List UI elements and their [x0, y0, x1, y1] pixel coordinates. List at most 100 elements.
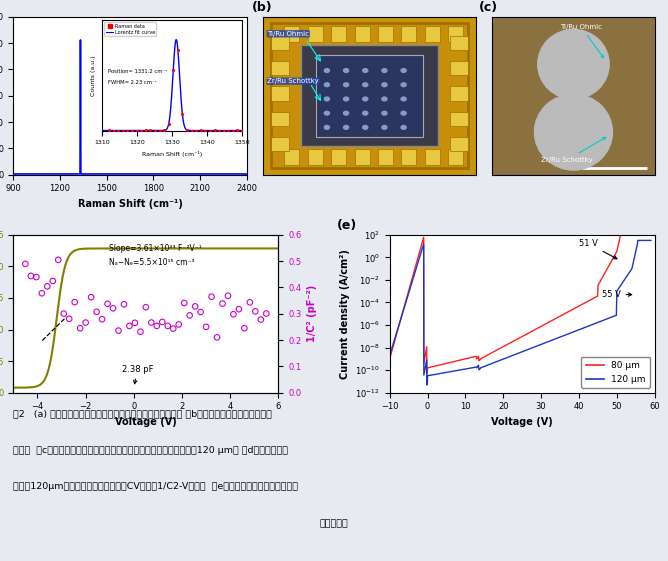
Circle shape: [401, 126, 406, 129]
Bar: [285, 26, 299, 42]
Line: 120 μm: 120 μm: [389, 241, 651, 385]
Bar: [425, 149, 440, 165]
Point: [108, 304, 118, 313]
Point: [184, 311, 195, 320]
Point: [255, 315, 266, 324]
Circle shape: [325, 126, 329, 129]
Point: [47, 277, 58, 286]
Point: [222, 291, 233, 300]
Bar: [331, 26, 346, 42]
Text: 直径为120μm的金刚石肖特基二极管的CV曲线和1/C2-V曲线。  （e）金刚石肖特基二极管的电流: 直径为120μm的金刚石肖特基二极管的CV曲线和1/C2-V曲线。 （e）金刚石…: [13, 482, 299, 491]
X-axis label: Raman Shift (cm⁻¹): Raman Shift (cm⁻¹): [77, 199, 182, 209]
Point: [174, 320, 184, 329]
Circle shape: [382, 68, 387, 72]
Bar: [271, 36, 289, 50]
Point: [86, 293, 96, 302]
Point: [124, 321, 135, 330]
Text: Ti/Ru Ohmic: Ti/Ru Ohmic: [267, 31, 309, 37]
Bar: [450, 137, 468, 151]
120 μm: [647, 237, 655, 244]
Point: [20, 259, 31, 268]
Y-axis label: Current density (A/cm²): Current density (A/cm²): [339, 249, 349, 379]
Point: [157, 318, 168, 327]
Circle shape: [382, 126, 387, 129]
Point: [228, 310, 238, 319]
Bar: [355, 26, 369, 42]
Circle shape: [363, 68, 368, 72]
Circle shape: [325, 97, 329, 101]
Circle shape: [534, 94, 613, 170]
Point: [250, 307, 261, 316]
Circle shape: [343, 126, 349, 129]
Bar: [301, 45, 438, 146]
Text: 2.38 pF: 2.38 pF: [122, 365, 153, 384]
Circle shape: [363, 83, 368, 86]
Bar: [285, 149, 299, 165]
120 μm: [424, 379, 432, 386]
120 μm: [634, 237, 642, 244]
Text: 51 V: 51 V: [579, 239, 617, 259]
80 μm: [618, 228, 626, 234]
Bar: [450, 36, 468, 50]
Text: 电压曲线。: 电压曲线。: [319, 519, 349, 528]
120 μm: [418, 246, 426, 252]
Circle shape: [401, 97, 406, 101]
Circle shape: [343, 68, 349, 72]
Bar: [355, 149, 369, 165]
Bar: [425, 26, 440, 42]
Point: [97, 315, 108, 324]
Circle shape: [325, 111, 329, 115]
Circle shape: [343, 83, 349, 86]
120 μm: [578, 325, 586, 332]
Circle shape: [363, 126, 368, 129]
80 μm: [617, 232, 625, 239]
Bar: [450, 61, 468, 75]
Point: [261, 309, 272, 318]
Bar: [378, 149, 393, 165]
Point: [168, 324, 178, 333]
Bar: [271, 61, 289, 75]
Circle shape: [363, 111, 368, 115]
Bar: [271, 86, 289, 100]
Point: [75, 324, 86, 333]
Point: [162, 321, 173, 330]
Point: [206, 292, 217, 301]
Text: (b): (b): [253, 1, 273, 13]
Bar: [316, 55, 423, 137]
120 μm: [434, 371, 442, 378]
Point: [179, 298, 190, 307]
Text: 照片。  （c）金刚石上肖特基和欧姆电极的光学显微镜图像。比例尺为120 μm。 （d）肖特基电极: 照片。 （c）金刚石上肖特基和欧姆电极的光学显微镜图像。比例尺为120 μm。 …: [13, 446, 289, 455]
120 μm: [423, 381, 431, 388]
Circle shape: [382, 111, 387, 115]
Text: Zr/Ru Schottky: Zr/Ru Schottky: [267, 78, 319, 84]
Circle shape: [343, 97, 349, 101]
120 μm: [385, 352, 393, 359]
Point: [119, 300, 130, 309]
Bar: [271, 137, 289, 151]
80 μm: [385, 356, 393, 362]
Point: [113, 326, 124, 335]
Circle shape: [401, 83, 406, 86]
Bar: [308, 26, 323, 42]
Point: [152, 321, 162, 330]
Point: [58, 309, 69, 318]
Text: (c): (c): [480, 1, 498, 13]
Bar: [271, 112, 289, 126]
80 μm: [423, 370, 431, 377]
Point: [212, 333, 222, 342]
Line: 80 μm: 80 μm: [389, 231, 651, 374]
Point: [69, 298, 80, 307]
Bar: [448, 149, 464, 165]
Text: Nₐ−Nₑ=5.5×10¹⁵ cm⁻³: Nₐ−Nₑ=5.5×10¹⁵ cm⁻³: [109, 257, 194, 267]
Bar: [378, 26, 393, 42]
Point: [64, 314, 75, 323]
Circle shape: [401, 111, 406, 115]
Circle shape: [363, 97, 368, 101]
Point: [31, 273, 41, 282]
80 μm: [424, 368, 432, 375]
X-axis label: Voltage (V): Voltage (V): [491, 417, 553, 427]
Point: [42, 282, 53, 291]
Point: [195, 307, 206, 316]
Point: [130, 318, 140, 327]
Point: [190, 302, 200, 311]
